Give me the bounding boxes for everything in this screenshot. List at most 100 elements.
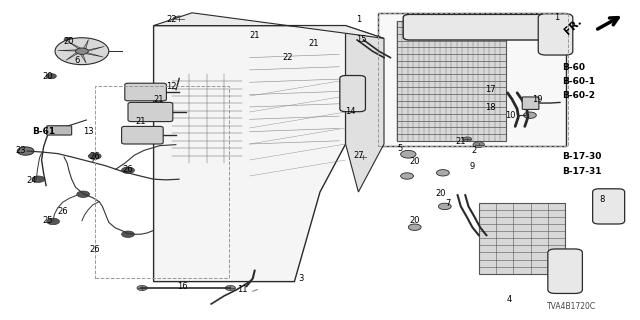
Bar: [378, 13, 566, 146]
FancyBboxPatch shape: [403, 14, 544, 40]
Text: 20: 20: [43, 72, 53, 81]
Text: 9: 9: [470, 162, 475, 171]
Circle shape: [122, 167, 134, 173]
Circle shape: [20, 148, 33, 155]
Polygon shape: [68, 41, 82, 51]
FancyBboxPatch shape: [332, 53, 369, 56]
Text: 18: 18: [485, 103, 495, 112]
Circle shape: [356, 106, 367, 112]
FancyBboxPatch shape: [165, 36, 238, 39]
Circle shape: [17, 147, 34, 155]
Bar: [172, 74, 242, 163]
Text: 26: 26: [123, 165, 133, 174]
Text: 3: 3: [298, 274, 303, 283]
Circle shape: [122, 231, 134, 237]
Bar: [95, 86, 229, 278]
FancyBboxPatch shape: [161, 29, 243, 54]
Text: 20: 20: [410, 216, 420, 225]
FancyBboxPatch shape: [593, 189, 625, 224]
Text: 17: 17: [485, 85, 495, 94]
Text: 6: 6: [74, 56, 79, 65]
Circle shape: [358, 154, 368, 159]
FancyBboxPatch shape: [252, 36, 312, 39]
Text: 10: 10: [506, 111, 516, 120]
Circle shape: [173, 16, 186, 22]
FancyBboxPatch shape: [252, 40, 312, 43]
Text: 13: 13: [83, 127, 93, 136]
Circle shape: [408, 224, 421, 230]
Circle shape: [173, 176, 186, 182]
Circle shape: [436, 170, 449, 176]
Polygon shape: [82, 46, 104, 51]
Circle shape: [55, 38, 109, 65]
Text: FR.: FR.: [563, 16, 584, 36]
Circle shape: [137, 285, 147, 291]
Text: 7: 7: [445, 199, 451, 208]
Text: B-17-31: B-17-31: [562, 167, 602, 176]
Circle shape: [438, 203, 451, 210]
Circle shape: [64, 37, 74, 43]
Text: 20: 20: [410, 157, 420, 166]
Text: 4: 4: [506, 295, 511, 304]
Text: 21: 21: [308, 39, 319, 48]
Polygon shape: [58, 50, 82, 51]
FancyBboxPatch shape: [522, 97, 539, 109]
Circle shape: [76, 48, 88, 54]
FancyBboxPatch shape: [332, 45, 369, 48]
Text: 1: 1: [554, 13, 559, 22]
Text: 2: 2: [471, 146, 476, 155]
Polygon shape: [154, 13, 384, 38]
Text: 16: 16: [177, 282, 188, 291]
Text: 26: 26: [90, 245, 100, 254]
Text: 24: 24: [27, 176, 37, 185]
Circle shape: [88, 153, 101, 159]
Text: B-60: B-60: [562, 63, 585, 72]
FancyBboxPatch shape: [548, 249, 582, 293]
Bar: [479, 203, 565, 274]
Text: 22: 22: [166, 15, 177, 24]
Text: 26: 26: [58, 207, 68, 216]
Circle shape: [225, 285, 236, 291]
FancyBboxPatch shape: [165, 44, 238, 47]
FancyBboxPatch shape: [332, 49, 369, 52]
Bar: [378, 13, 568, 146]
FancyBboxPatch shape: [538, 14, 573, 55]
Text: 26: 26: [90, 152, 100, 161]
Circle shape: [473, 142, 484, 148]
FancyBboxPatch shape: [332, 41, 369, 44]
Polygon shape: [66, 51, 82, 60]
Polygon shape: [154, 26, 346, 282]
Text: B-60-1: B-60-1: [562, 77, 595, 86]
Text: B-61: B-61: [32, 127, 55, 136]
Polygon shape: [346, 26, 384, 192]
Circle shape: [401, 173, 413, 179]
Text: 11: 11: [237, 285, 247, 294]
FancyBboxPatch shape: [165, 32, 238, 35]
Text: 12: 12: [166, 82, 177, 91]
FancyBboxPatch shape: [327, 38, 374, 59]
FancyBboxPatch shape: [125, 83, 166, 101]
FancyBboxPatch shape: [252, 48, 312, 52]
FancyBboxPatch shape: [252, 32, 312, 35]
Text: 5: 5: [397, 144, 403, 153]
Text: 21: 21: [136, 117, 146, 126]
FancyBboxPatch shape: [252, 44, 312, 47]
Circle shape: [77, 191, 90, 197]
FancyBboxPatch shape: [128, 102, 173, 122]
Circle shape: [47, 218, 60, 225]
FancyBboxPatch shape: [165, 40, 238, 43]
Polygon shape: [82, 39, 88, 51]
Circle shape: [32, 176, 45, 182]
Text: B-60-2: B-60-2: [562, 92, 595, 100]
Circle shape: [524, 112, 536, 118]
FancyBboxPatch shape: [247, 29, 316, 54]
Text: 1: 1: [356, 15, 361, 24]
Text: 20: 20: [435, 189, 445, 198]
Text: 25: 25: [43, 216, 53, 225]
Bar: [397, 21, 506, 141]
Circle shape: [401, 150, 416, 158]
Text: 14: 14: [346, 108, 356, 116]
Text: 8: 8: [599, 196, 604, 204]
Text: 23: 23: [15, 146, 26, 155]
Text: B-17-30: B-17-30: [562, 152, 602, 161]
